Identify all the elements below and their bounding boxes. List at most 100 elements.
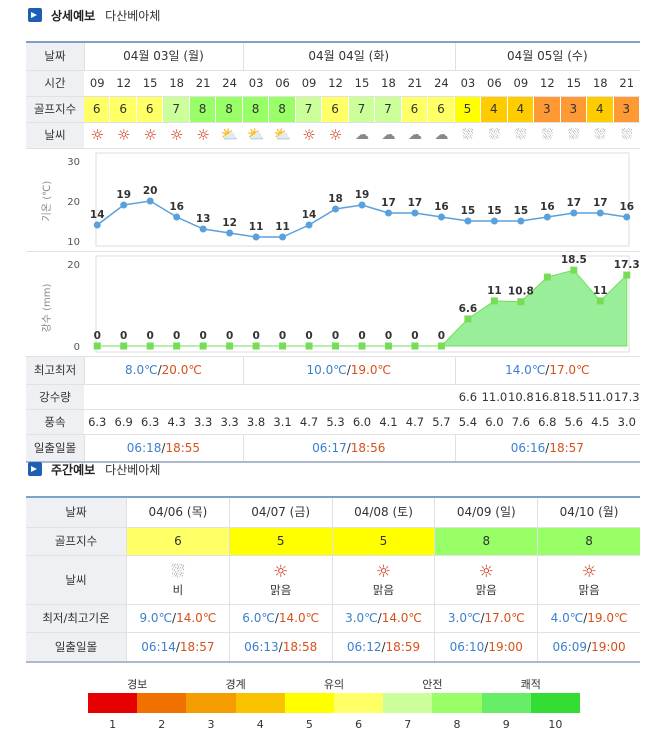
max-temp: 17.0℃	[484, 611, 525, 625]
legend-category-label: 경보	[127, 678, 148, 691]
rainfall-cell	[375, 385, 401, 409]
row-label: 날짜	[26, 498, 126, 527]
date-row: 날짜 04월 03일 (월) 04월 04일 (화) 04월 05일 (수)	[26, 43, 640, 71]
cloud-icon: ☁	[381, 127, 396, 143]
rain-point	[199, 342, 207, 350]
golf-index-cell: 6	[110, 97, 137, 122]
rainfall-cell	[428, 385, 454, 409]
legend-number: 1	[109, 718, 117, 731]
sun-icon: ☼	[90, 126, 104, 144]
sunrise-time: 06:18	[126, 441, 162, 455]
sunset-time: 19:00	[488, 640, 523, 654]
weekly-golf-cell: 8	[434, 528, 538, 555]
time-cell: 18	[592, 76, 608, 90]
wind-cell: 7.6	[511, 415, 530, 429]
cloud-icon: ☁	[407, 127, 422, 143]
sunrise-time: 06:13	[244, 640, 279, 654]
sun-icon: ☼	[196, 126, 210, 144]
sunset-time: 18:59	[385, 640, 421, 654]
time-cell: 24	[434, 76, 449, 90]
weekly-weather-cell: ☼ 맑음	[434, 556, 537, 604]
rain-point	[411, 342, 419, 350]
y-tick-label: 0	[74, 342, 80, 353]
section-arrow-icon	[28, 8, 42, 22]
row-label: 일출일몰	[26, 435, 84, 461]
temperature-point	[437, 213, 445, 221]
rain-data-label: 0	[226, 330, 233, 342]
legend-number: 6	[355, 718, 363, 731]
sun-row: 일출일몰 06:18/18:55 06:17/18:56 06:16/18:57	[26, 435, 640, 463]
max-temp: 14.0℃	[176, 611, 217, 625]
rain-data-label: 0	[332, 330, 339, 342]
rain-point	[252, 342, 260, 350]
weekly-minmax-cell: 6.0℃/14.0℃	[228, 605, 332, 632]
weekly-date-cell: 04/06 (목)	[126, 498, 229, 527]
rain-data-label: 0	[120, 330, 127, 342]
weekly-weather-cell: ☼ 맑음	[331, 556, 435, 604]
temperature-data-label: 17	[593, 197, 608, 209]
rain-data-label: 0	[173, 330, 180, 342]
min-temp: 9.0℃	[139, 611, 173, 625]
temperature-point	[464, 217, 472, 225]
temperature-data-label: 17	[408, 197, 423, 209]
temperature-data-label: 11	[249, 221, 264, 233]
rain-point	[623, 271, 631, 279]
row-label: 시간	[26, 71, 84, 96]
weekly-minmax-cell: 4.0℃/19.0℃	[537, 605, 640, 632]
temperature-data-label: 19	[116, 189, 131, 201]
legend-number: 8	[453, 718, 461, 731]
time-cell: 21	[619, 76, 635, 90]
row-label: 날씨	[26, 123, 84, 148]
min-temp: 4.0℃	[550, 611, 584, 625]
wind-cell: 3.3	[193, 415, 213, 429]
wind-cell: 5.4	[458, 415, 478, 429]
y-tick-label: 20	[67, 197, 80, 208]
sun-icon: ☼	[478, 562, 494, 582]
wind-cell: 6.0	[485, 415, 504, 429]
temperature-data-label: 18	[328, 193, 343, 205]
min-temp: 3.0℃	[345, 611, 378, 625]
time-cell: 03	[460, 76, 476, 90]
weekly-sun-cell: 06:14/18:57	[126, 633, 229, 661]
wind-cell: 3.3	[220, 415, 239, 429]
rainfall-cell	[163, 385, 189, 409]
legend-swatch	[88, 693, 138, 713]
golf-index-cell: 7	[375, 97, 402, 122]
rainfall-cell	[84, 385, 110, 409]
weather-row: 날씨 ☼ ☼ ☼ ☼ ☼ ⛅ ⛅ ⛅ ☼ ☼ ☁ ☁ ☁ ☁ ⛆ ⛆ ⛆ ⛆ ⛆ ⛆ ⛆	[26, 123, 640, 149]
wind-cell: 3.0	[617, 415, 636, 429]
temperature-data-label: 17	[566, 197, 581, 209]
rain-point	[93, 342, 101, 350]
time-cell: 06	[275, 76, 290, 90]
time-cell: 15	[354, 76, 370, 90]
y-axis-title: 기온 (℃)	[41, 181, 53, 222]
rain-point	[517, 298, 525, 306]
min-temp: 3.0℃	[447, 611, 481, 625]
time-cell: 15	[566, 76, 582, 90]
rain-cloud-icon: ⛆	[515, 127, 527, 143]
row-label: 골프지수	[26, 528, 126, 555]
sun-icon: ☼	[273, 562, 289, 582]
time-cell: 18	[169, 76, 184, 90]
day-sun: 06:18/18:55	[84, 435, 243, 461]
legend-number: 2	[158, 718, 166, 731]
rain-point	[543, 273, 551, 281]
column-divider	[84, 43, 85, 70]
legend-swatch	[137, 693, 187, 713]
temperature-point	[93, 221, 101, 229]
cloud-icon: ☁	[354, 127, 369, 143]
separator: /	[274, 611, 279, 625]
wind-row: 풍속 6.3 6.9 6.3 4.3 3.3 3.3 3.8 3.1 4.7 5.3 6.0 4.1 4.…	[26, 410, 640, 435]
rain-data-label: 6.6	[459, 303, 478, 315]
weekly-forecast-table: 날짜 04/06 (목) 04/07 (금) 04/08 (토) 04/09 (일) 04…	[26, 496, 640, 663]
legend-number: 7	[404, 718, 412, 731]
rainfall-cell	[402, 385, 428, 409]
weekly-forecast-title: 주간예보	[51, 462, 96, 477]
temperature-data-label: 11	[275, 221, 290, 233]
weekly-weather-cell: ☼ 맑음	[537, 556, 640, 604]
row-label: 최저/최고기온	[26, 605, 126, 632]
temperature-data-label: 14	[302, 209, 317, 221]
weekly-minmax-cell: 3.0℃/17.0℃	[434, 605, 537, 632]
row-label: 날씨	[26, 556, 126, 604]
time-cell: 03	[248, 76, 264, 90]
